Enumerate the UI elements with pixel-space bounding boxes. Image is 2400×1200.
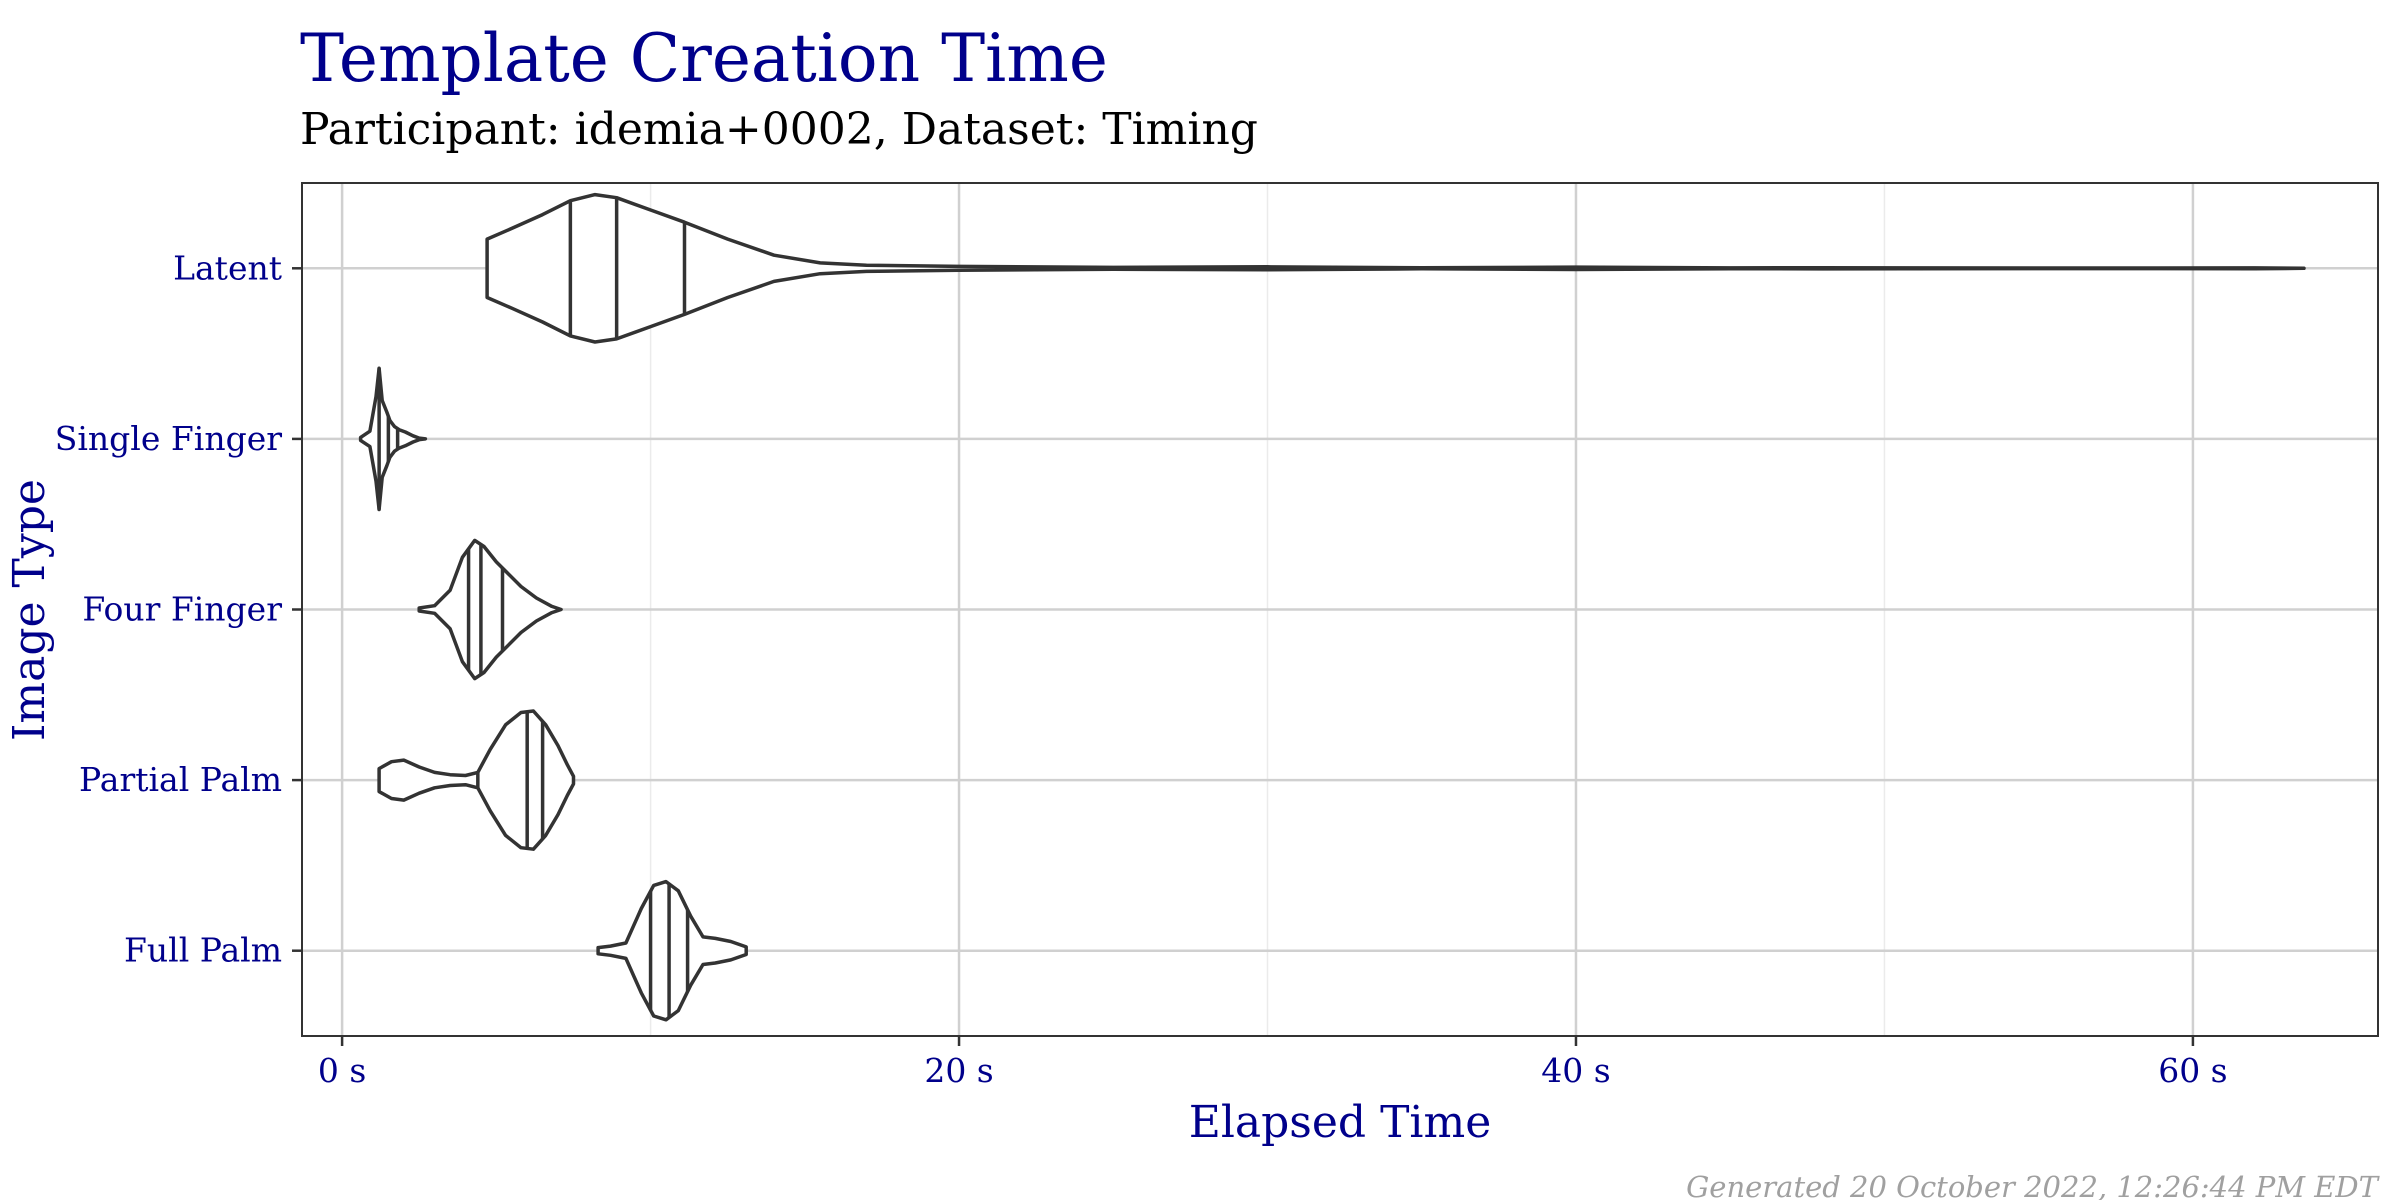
x-tick-label: 0 s xyxy=(318,1051,366,1090)
chart-title: Template Creation Time xyxy=(300,20,1108,97)
y-axis-title: Image Type xyxy=(4,479,55,741)
violin-latent xyxy=(485,192,2306,344)
chart-subtitle: Participant: idemia+0002, Dataset: Timin… xyxy=(300,104,1258,155)
chart-caption: Generated 20 October 2022, 12:26:44 PM E… xyxy=(1686,1170,2381,1200)
x-axis-title: Elapsed Time xyxy=(1189,1097,1492,1148)
y-axis: Latent Single Finger Four Finger Partial Pa… xyxy=(55,248,302,970)
y-tick-label: Full Palm xyxy=(124,931,282,970)
x-tick-label: 60 s xyxy=(2158,1051,2227,1090)
x-axis: 0 s 20 s 40 s 60 s xyxy=(318,1036,2228,1090)
violin-four-finger xyxy=(417,538,563,681)
y-tick-label: Single Finger xyxy=(55,419,282,458)
x-tick-label: 40 s xyxy=(1541,1051,1610,1090)
violins xyxy=(358,192,2306,1022)
violin-full-palm xyxy=(596,879,748,1022)
x-tick-label: 20 s xyxy=(924,1051,993,1090)
y-tick-label: Latent xyxy=(173,248,282,287)
y-tick-label: Four Finger xyxy=(82,590,282,629)
y-tick-label: Partial Palm xyxy=(79,760,282,799)
